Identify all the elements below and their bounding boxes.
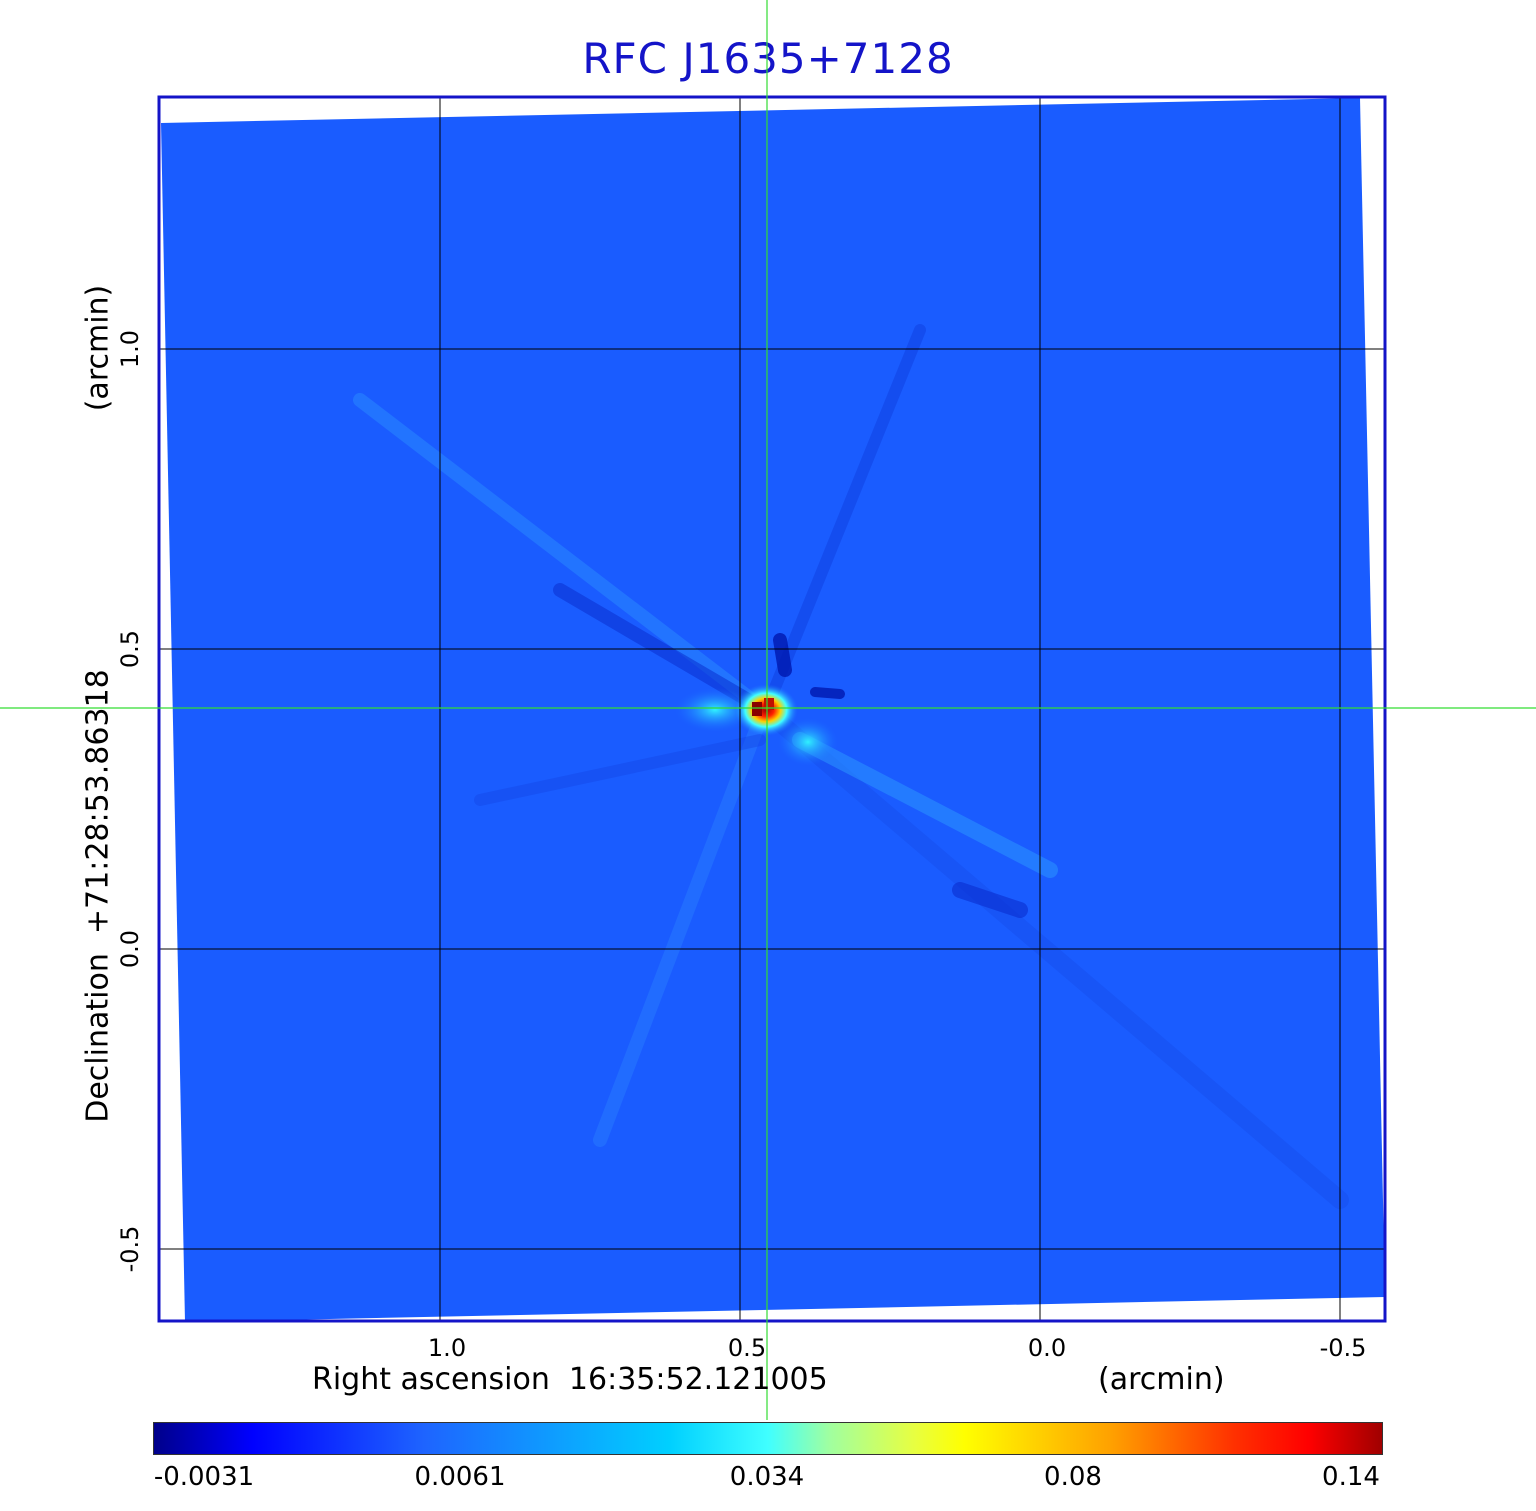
sky-image bbox=[161, 98, 1385, 1321]
diffraction-streaks bbox=[353, 324, 1349, 1209]
colorbar-tick-label: 0.08 bbox=[1044, 1462, 1102, 1492]
crosshair[interactable] bbox=[0, 0, 1536, 1420]
source-halo-left bbox=[675, 688, 755, 732]
plot-frame bbox=[157, 95, 1387, 1323]
source-halo-right bbox=[778, 718, 838, 766]
x-tick-label: 1.0 bbox=[427, 1334, 467, 1362]
x-tick-label: -0.5 bbox=[1319, 1334, 1367, 1362]
x-axis-unit: (arcmin) bbox=[1098, 1362, 1225, 1397]
y-tick-label: 0.0 bbox=[116, 929, 144, 969]
y-tick-label: 1.0 bbox=[116, 329, 144, 369]
colorbar-tick-label: 0.034 bbox=[729, 1462, 805, 1492]
peak-pixel bbox=[764, 698, 774, 710]
y-axis-label: Declination +71:28:53.86318 bbox=[80, 669, 116, 1123]
y-axis-unit: (arcmin) bbox=[80, 284, 116, 412]
x-tick-label: 0.5 bbox=[727, 1334, 767, 1362]
y-tick-label: -0.5 bbox=[116, 1225, 144, 1273]
colorbar bbox=[153, 1422, 1383, 1455]
colorbar-tick-label: -0.0031 bbox=[153, 1462, 255, 1492]
colorbar-tick-label: 0.14 bbox=[1322, 1462, 1380, 1492]
x-tick-label: 0.0 bbox=[1027, 1334, 1067, 1362]
y-tick-label: 0.5 bbox=[116, 629, 144, 669]
x-axis-label: Right ascension 16:35:52.121005 bbox=[312, 1362, 828, 1397]
colorbar-tick-label: 0.0061 bbox=[414, 1462, 506, 1492]
coordinate-grid bbox=[159, 97, 1385, 1321]
peak-pixel bbox=[752, 702, 762, 716]
